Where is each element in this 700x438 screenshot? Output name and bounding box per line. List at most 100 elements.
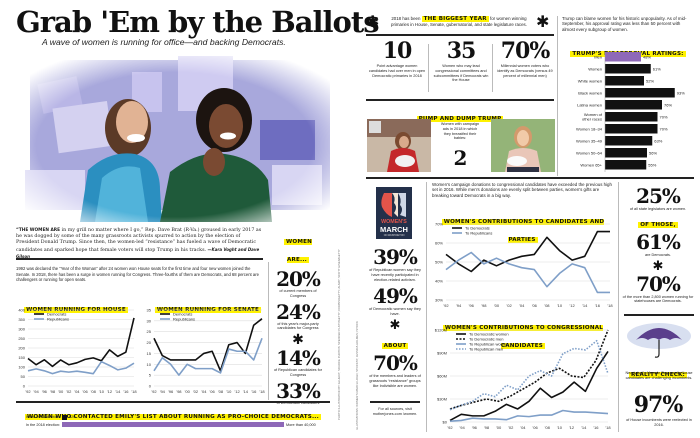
- column-divider: [426, 182, 427, 432]
- y-tick-label: 25: [147, 329, 152, 334]
- divider: [16, 401, 330, 403]
- reality-label: Nearly half of female Democratic House c…: [625, 371, 693, 380]
- y-tick-label: $120M: [435, 328, 447, 333]
- bar-category-label: Women 50–64: [576, 150, 603, 155]
- legislators-label: are Democrats.: [645, 252, 671, 257]
- bar-value-label: 52%: [646, 78, 654, 83]
- asterisk-icon: ✱: [389, 317, 401, 333]
- y-tick-label: $30M: [437, 397, 447, 402]
- bar: [605, 76, 644, 86]
- x-tick-label: '06: [210, 389, 216, 394]
- stat-value: 14%: [276, 346, 321, 371]
- divider: [366, 177, 694, 179]
- y-tick-label: 300: [18, 327, 25, 332]
- stat-label: of Democratic candidates: [276, 400, 320, 405]
- activism-value: 70%: [373, 350, 418, 375]
- bar-category-label: White women: [578, 78, 602, 83]
- bar-value-label: 93%: [677, 90, 685, 95]
- emilys-row-label: In the 2018 election:: [25, 423, 60, 427]
- asterisk-icon: ✱: [292, 332, 304, 349]
- divider: [366, 34, 554, 36]
- x-tick-label: '10: [557, 303, 563, 308]
- legislators-value: 25%: [636, 184, 681, 208]
- legend-label: To Republican men: [469, 347, 503, 352]
- x-tick-label: '02: [66, 389, 72, 394]
- chart-congressional: $0 $30M $60M $90M $120M '92 '94 '96 '98 '00 '02 '04…: [435, 328, 612, 431]
- x-tick-label: '10: [557, 425, 563, 430]
- divider: [366, 99, 554, 101]
- column-divider: [268, 262, 269, 400]
- bar-value-label: 76%: [664, 102, 672, 107]
- x-tick-label: '96: [472, 425, 478, 430]
- year-of-woman-text: 1992 was declared the “Year of the Woman…: [16, 266, 259, 283]
- y-tick-label: $0: [443, 420, 448, 425]
- x-tick-label: '92: [447, 425, 453, 430]
- column-divider: [492, 44, 493, 92]
- big-stat-label: Women who may lead congressional committ…: [433, 64, 489, 83]
- x-tick-label: '04: [201, 389, 207, 394]
- illustration-credits: ILLUSTRATIONS: WOMEN'S MARCH LOGO; STOCK…: [355, 321, 359, 430]
- x-tick-label: '06: [82, 389, 88, 394]
- x-tick-label: '02: [193, 389, 199, 394]
- legislators-pre: OF THOSE,: [638, 221, 678, 228]
- bar-category-label: Men: [594, 54, 602, 59]
- bar: [605, 160, 647, 170]
- bar-category-label: Black women: [578, 90, 602, 95]
- y-tick-label: 20: [147, 340, 152, 345]
- lede-paragraph: “THE WOMEN ARE in my grill no matter whe…: [16, 228, 262, 261]
- bar-category-label: Women of: [584, 112, 603, 117]
- bar-value-label: 61%: [653, 66, 661, 71]
- x-tick-label: '06: [532, 303, 538, 308]
- x-tick-label: '92: [443, 303, 449, 308]
- womens-march-logo: WOMEN'S MARCH ON WASHINGTON: [376, 187, 412, 239]
- asterisk-icon: ✱: [536, 12, 550, 31]
- y-tick-label: 60%: [435, 241, 443, 246]
- emilys-value-label: 920: [69, 415, 76, 419]
- y-tick-label: 15: [147, 351, 152, 356]
- y-tick-label: 40%: [435, 279, 443, 284]
- bar-category-label: Women 35–49: [576, 138, 603, 143]
- divider: [624, 314, 694, 316]
- x-tick-label: '02: [506, 303, 512, 308]
- y-tick-label: 250: [18, 336, 25, 341]
- y-tick-label: 50: [21, 374, 26, 379]
- activism-column: 39% of Republican women say they have re…: [368, 247, 422, 388]
- reality-sub: of House incumbents were reelected in 20…: [626, 418, 692, 427]
- bar: [605, 52, 641, 62]
- pump-heading: PUMP AND DUMP TRUMP: [416, 116, 504, 122]
- legend-label: To Democrats: [465, 226, 490, 231]
- bar-category-label: Latina women: [577, 102, 602, 107]
- activism-label: of Democratic women say they have.: [369, 307, 421, 317]
- legislators-label: of the more than 2,800 women running for…: [622, 294, 694, 304]
- legend-label: To Democratic women: [469, 332, 509, 337]
- y-tick-label: 70%: [435, 222, 443, 227]
- series-line-to-republican-women: [449, 409, 609, 423]
- big-stat: 70% Millennial women voters who identify…: [496, 40, 554, 78]
- series-line-to-democrats: [445, 230, 610, 273]
- x-tick-label: '94: [160, 389, 166, 394]
- bar: [605, 124, 658, 134]
- sources-text: For all sources, visit motherjones.com /…: [372, 407, 418, 416]
- x-tick-label: '12: [107, 389, 113, 394]
- stat-value: 20%: [276, 267, 321, 291]
- y-tick-label: 35: [147, 308, 152, 313]
- activism-label: of the members and leaders of grassroots…: [369, 373, 421, 388]
- x-tick-label: '96: [42, 389, 48, 394]
- big-stat-label: Millennial women voters who identify as …: [497, 64, 553, 78]
- y-tick-label: 0: [23, 384, 26, 389]
- legislators-value: 70%: [636, 271, 681, 296]
- legend-label: Democrats: [173, 312, 192, 317]
- bar-value-label: 70%: [660, 126, 668, 131]
- byline: —Kara Voght and Dave Gilson: [16, 246, 260, 259]
- x-tick-label: '98: [481, 303, 487, 308]
- y-tick-label: 0: [149, 384, 152, 389]
- x-tick-label: '10: [99, 389, 105, 394]
- x-tick-label: '04: [74, 389, 80, 394]
- march-line2: MARCH: [380, 225, 408, 234]
- y-tick-label: $60M: [437, 374, 447, 379]
- x-tick-label: '00: [494, 303, 500, 308]
- stat-value: 33%: [276, 378, 321, 403]
- bar: [605, 100, 662, 110]
- emilys-bar-2018: [62, 422, 284, 427]
